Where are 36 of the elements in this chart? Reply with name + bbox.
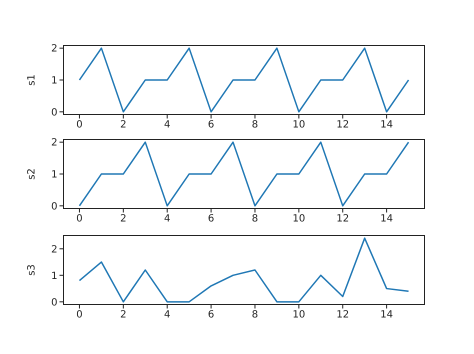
y-tick-label: 0 — [51, 107, 58, 118]
y-tick-label: 1 — [51, 270, 58, 282]
x-tick-label: 12 — [336, 120, 350, 131]
x-tick-label: 0 — [76, 120, 83, 131]
y-axis-title: s1 — [26, 74, 38, 86]
x-tick-label: 0 — [76, 214, 83, 225]
x-tick-label: 8 — [252, 120, 258, 131]
x-tick-label: 10 — [292, 310, 306, 321]
x-tick-label: 2 — [120, 120, 127, 131]
x-tick-label: 14 — [380, 214, 393, 225]
y-tick-label: 1 — [51, 170, 58, 181]
x-tick-label: 4 — [164, 214, 170, 225]
y-tick-label: 2 — [51, 244, 58, 256]
x-tick-label: 10 — [292, 120, 306, 131]
y-tick-label: 2 — [51, 138, 58, 149]
x-tick-label: 12 — [336, 214, 350, 225]
y-tick-label: 0 — [51, 201, 58, 212]
x-tick-label: 2 — [120, 310, 127, 321]
y-axis-title: s2 — [26, 168, 38, 180]
x-tick-label: 4 — [164, 120, 170, 131]
y-tick-label: 1 — [51, 76, 58, 87]
x-tick-label: 6 — [208, 214, 214, 225]
x-tick-label: 6 — [208, 310, 214, 321]
y-axis-title: s3 — [26, 264, 38, 276]
x-tick-label: 6 — [208, 120, 214, 131]
x-tick-label: 10 — [292, 214, 306, 225]
x-tick-label: 14 — [380, 120, 393, 131]
x-tick-label: 12 — [336, 310, 350, 321]
x-tick-label: 14 — [380, 310, 393, 321]
y-tick-label: 2 — [51, 44, 58, 55]
x-tick-label: 2 — [120, 214, 127, 225]
x-tick-label: 8 — [252, 214, 258, 225]
y-tick-label: 0 — [51, 297, 58, 308]
x-tick-label: 4 — [164, 310, 170, 321]
x-tick-label: 8 — [252, 310, 258, 321]
x-tick-label: 0 — [76, 310, 83, 321]
